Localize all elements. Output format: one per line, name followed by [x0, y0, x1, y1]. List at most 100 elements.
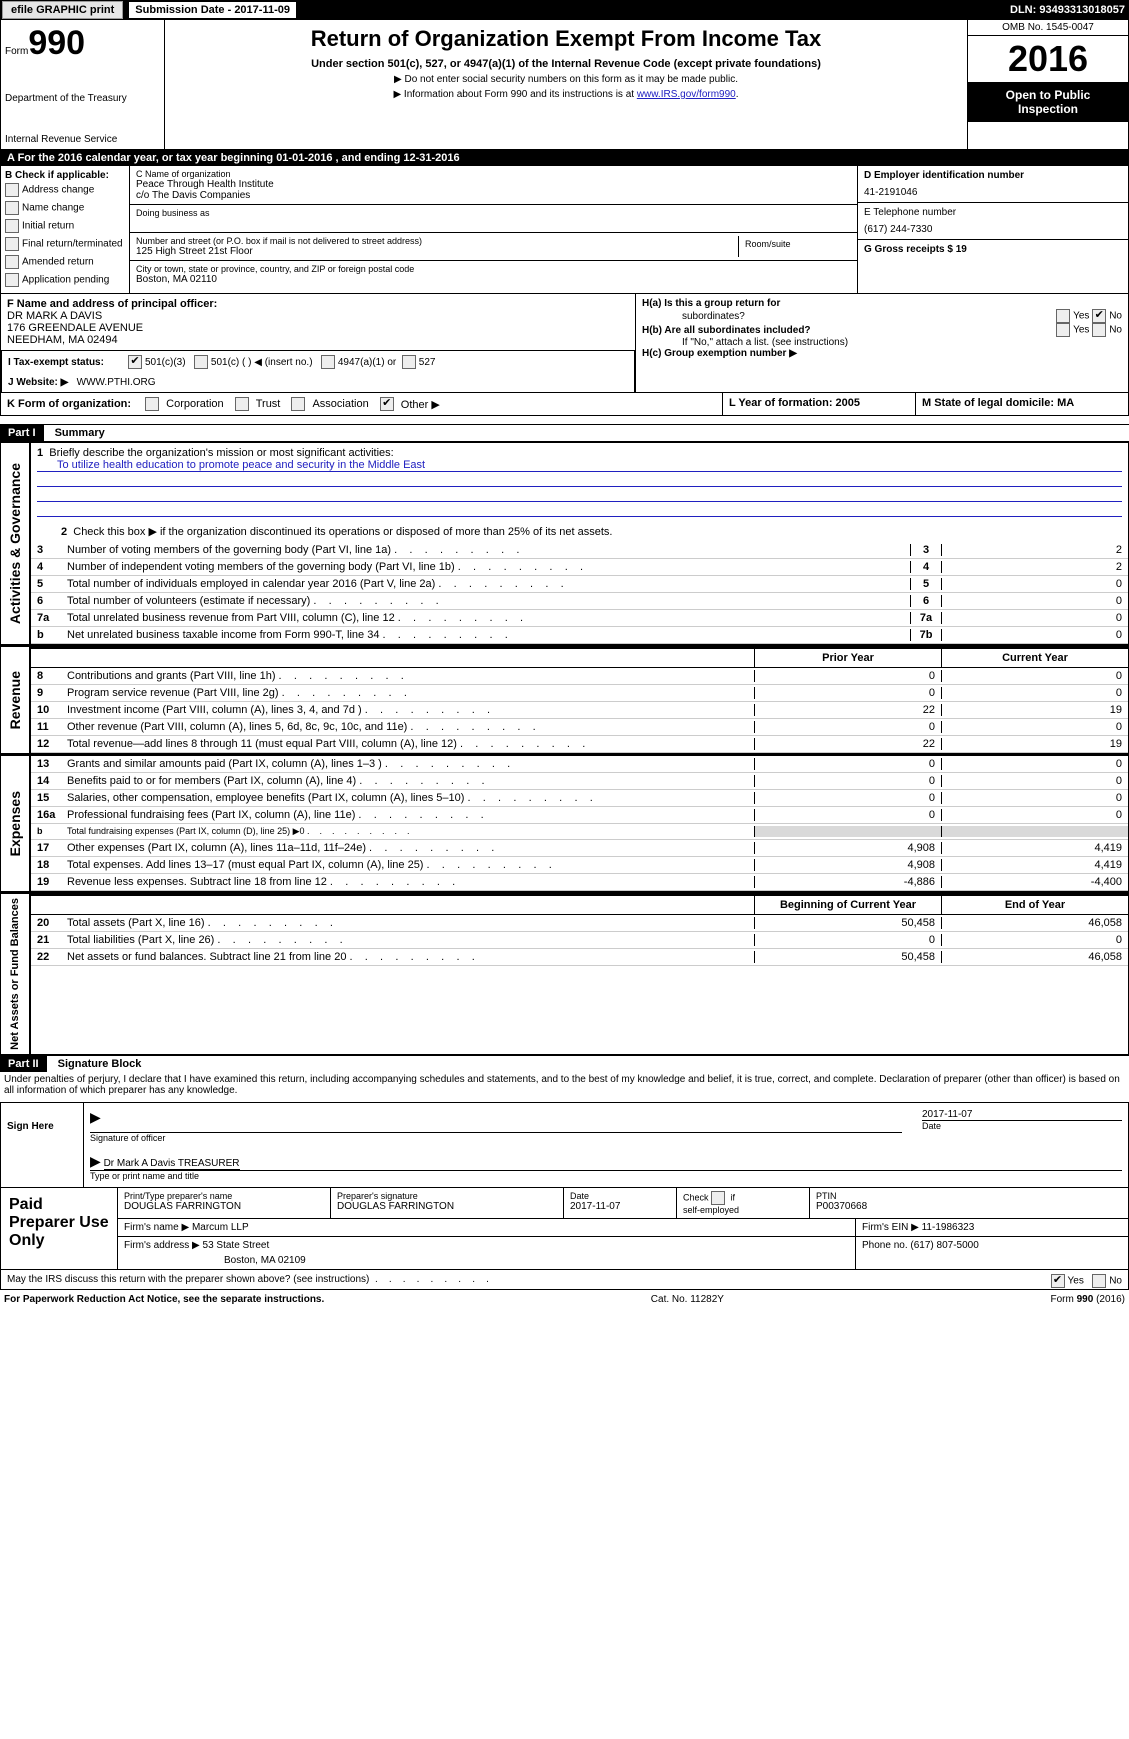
side-netassets: Net Assets or Fund Balances	[7, 894, 23, 1054]
address-cell: Number and street (or P.O. box if mail i…	[130, 233, 857, 261]
page-footer: For Paperwork Reduction Act Notice, see …	[0, 1289, 1129, 1309]
discuss-row: May the IRS discuss this return with the…	[0, 1270, 1129, 1289]
cb-527[interactable]	[402, 355, 416, 369]
ptin-value: P00370668	[816, 1201, 1122, 1212]
cb-ha-no[interactable]	[1092, 309, 1106, 323]
cb-final-return[interactable]	[5, 237, 19, 251]
summary-line: 3Number of voting members of the governi…	[31, 542, 1128, 559]
arrow-icon: ▶	[90, 1109, 101, 1125]
cb-self-employed[interactable]	[711, 1191, 725, 1205]
summary-line: 21Total liabilities (Part X, line 26)00	[31, 932, 1128, 949]
firm-ein: 11-1986323	[922, 1222, 975, 1233]
summary-line: 5Total number of individuals employed in…	[31, 576, 1128, 593]
cb-amended[interactable]	[5, 255, 19, 269]
summary-line: 13Grants and similar amounts paid (Part …	[31, 756, 1128, 773]
sign-here-label: Sign Here	[1, 1103, 84, 1187]
part2-head: Part II	[0, 1056, 47, 1072]
cb-name-change[interactable]	[5, 201, 19, 215]
year-formation: L Year of formation: 2005	[722, 393, 915, 415]
part1-head: Part I	[0, 425, 44, 441]
website-value: WWW.PTHI.ORG	[77, 377, 156, 388]
summary-line: 14Benefits paid to or for members (Part …	[31, 773, 1128, 790]
firm-addr-label: Firm's address ▶	[124, 1240, 200, 1251]
cb-corp[interactable]	[145, 397, 159, 411]
firm-phone: (617) 807-5000	[910, 1240, 978, 1251]
sig-date: 2017-11-07	[922, 1109, 1122, 1121]
cb-address-change[interactable]	[5, 183, 19, 197]
cb-discuss-yes[interactable]	[1051, 1274, 1065, 1288]
phone-cell: E Telephone number (617) 244-7330	[858, 203, 1128, 240]
prep-sig-label: Preparer's signature	[337, 1191, 557, 1201]
section-a-bar: A For the 2016 calendar year, or tax yea…	[0, 150, 1129, 166]
side-expenses: Expenses	[5, 787, 25, 860]
summary-line: bTotal fundraising expenses (Part IX, co…	[31, 824, 1128, 840]
cb-hb-yes[interactable]	[1056, 323, 1070, 337]
firm-name: Marcum LLP	[192, 1222, 249, 1233]
note-info-text: ▶ Information about Form 990 and its ins…	[393, 89, 636, 100]
cb-other[interactable]	[380, 397, 394, 411]
ein-cell: D Employer identification number 41-2191…	[858, 166, 1128, 203]
line2-text: 2 Check this box ▶ if the organization d…	[31, 521, 1128, 542]
part2-title: Signature Block	[50, 1058, 142, 1070]
cb-hb-no[interactable]	[1092, 323, 1106, 337]
prep-name: DOUGLAS FARRINGTON	[124, 1201, 324, 1212]
form-label: Form	[5, 46, 28, 57]
firm-city: Boston, MA 02109	[224, 1255, 849, 1266]
form-subtitle: Under section 501(c), 527, or 4947(a)(1)…	[171, 58, 961, 70]
summary-line: 7aTotal unrelated business revenue from …	[31, 610, 1128, 627]
summary-line: 17Other expenses (Part IX, column (A), l…	[31, 840, 1128, 857]
cb-trust[interactable]	[235, 397, 249, 411]
officer-cell: F Name and address of principal officer:…	[1, 294, 635, 351]
omb-number: OMB No. 1545-0047	[968, 20, 1128, 36]
efile-print-button[interactable]: efile GRAPHIC print	[2, 1, 123, 19]
open-public-badge: Open to PublicInspection	[968, 82, 1128, 122]
cb-501c[interactable]	[194, 355, 208, 369]
dba-cell: Doing business as	[130, 205, 857, 233]
cb-501c3[interactable]	[128, 355, 142, 369]
note-ssn: ▶ Do not enter social security numbers o…	[171, 74, 961, 85]
summary-line: 11Other revenue (Part VIII, column (A), …	[31, 719, 1128, 736]
declaration-text: Under penalties of perjury, I declare th…	[0, 1072, 1129, 1098]
summary-line: 18Total expenses. Add lines 13–17 (must …	[31, 857, 1128, 874]
city-cell: City or town, state or province, country…	[130, 261, 857, 288]
officer-name: Dr Mark A Davis TREASURER	[104, 1158, 240, 1170]
firm-phone-label: Phone no.	[862, 1240, 908, 1251]
submission-date: Submission Date - 2017-11-09	[129, 2, 296, 18]
col-end: End of Year	[941, 896, 1128, 914]
paid-preparer-label: Paid Preparer Use Only	[1, 1188, 118, 1269]
cb-pending[interactable]	[5, 273, 19, 287]
side-governance: Activities & Governance	[5, 459, 25, 628]
summary-line: 8Contributions and grants (Part VIII, li…	[31, 668, 1128, 685]
summary-line: 12Total revenue—add lines 8 through 11 (…	[31, 736, 1128, 753]
org-name-cell: C Name of organization Peace Through Hea…	[130, 166, 857, 205]
h-section: H(a) Is this a group return for subordin…	[635, 294, 1128, 392]
prep-name-label: Print/Type preparer's name	[124, 1191, 324, 1201]
mission-label: Briefly describe the organization's miss…	[49, 447, 393, 459]
summary-line: 19Revenue less expenses. Subtract line 1…	[31, 874, 1128, 891]
cb-assoc[interactable]	[291, 397, 305, 411]
irs-link[interactable]: www.IRS.gov/form990	[637, 89, 736, 100]
summary-line: bNet unrelated business taxable income f…	[31, 627, 1128, 644]
summary-line: 10Investment income (Part VIII, column (…	[31, 702, 1128, 719]
section-b-checkboxes: B Check if applicable: Address change Na…	[1, 166, 130, 293]
name-title-label: Type or print name and title	[90, 1171, 1122, 1181]
cb-initial-return[interactable]	[5, 219, 19, 233]
date-label: Date	[922, 1121, 1122, 1131]
b-label: B Check if applicable:	[5, 170, 125, 181]
gross-receipts-cell: G Gross receipts $ 19	[858, 240, 1128, 259]
prep-date-label: Date	[570, 1191, 670, 1201]
summary-line: 15Salaries, other compensation, employee…	[31, 790, 1128, 807]
summary-line: 16aProfessional fundraising fees (Part I…	[31, 807, 1128, 824]
sig-officer-label: Signature of officer	[90, 1133, 902, 1143]
dln-label: DLN: 93493313018057	[1010, 4, 1125, 16]
part1-title: Summary	[47, 427, 105, 439]
mission-text: To utilize health education to promote p…	[37, 459, 1122, 472]
cb-4947[interactable]	[321, 355, 335, 369]
cb-ha-yes[interactable]	[1056, 309, 1070, 323]
cb-discuss-no[interactable]	[1092, 1274, 1106, 1288]
summary-line: 6Total number of volunteers (estimate if…	[31, 593, 1128, 610]
tax-year: 2016	[968, 36, 1128, 82]
summary-line: 22Net assets or fund balances. Subtract …	[31, 949, 1128, 966]
top-bar: efile GRAPHIC print Submission Date - 20…	[0, 0, 1129, 20]
col-current-year: Current Year	[941, 649, 1128, 667]
